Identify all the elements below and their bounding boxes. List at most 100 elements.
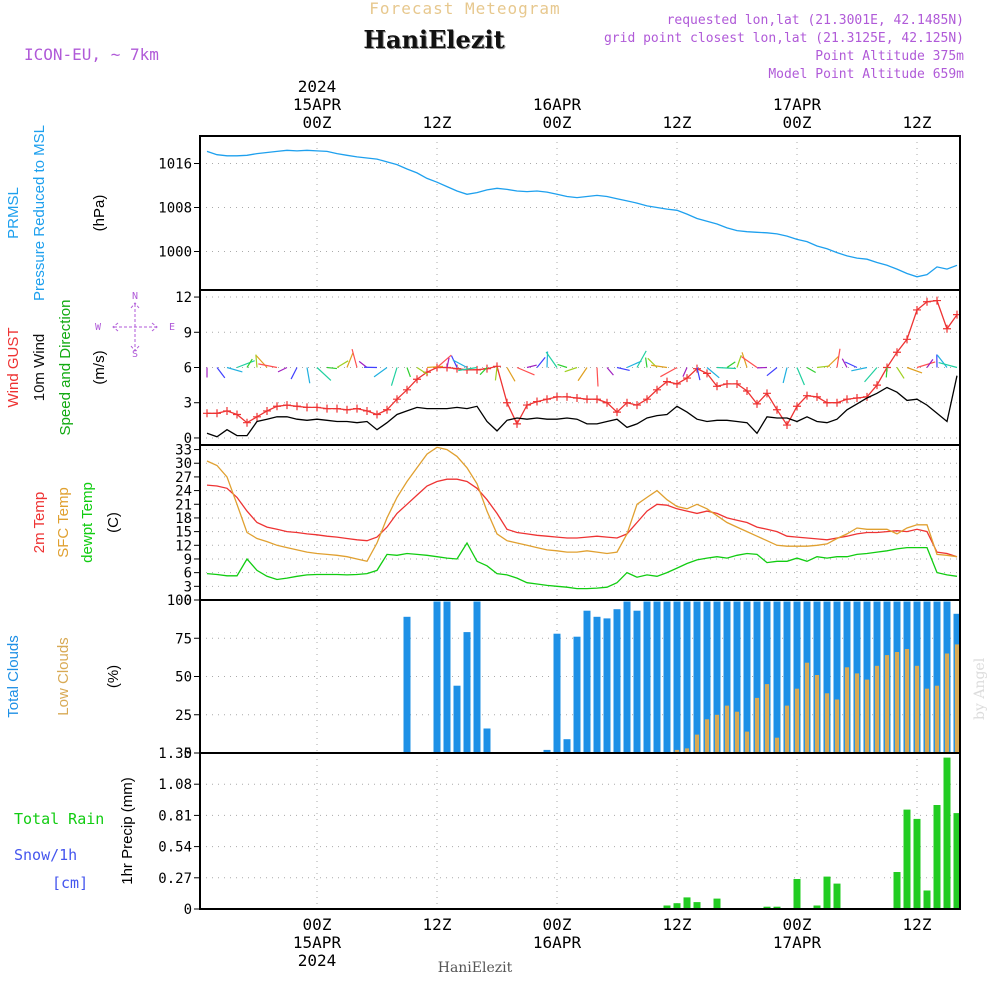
clouds-tick-label: 25 — [175, 708, 192, 724]
wind-series-line — [206, 375, 958, 438]
wind-gust-marker — [513, 419, 521, 428]
wind-gust-marker — [823, 398, 831, 407]
pressure-tick-label: 1016 — [158, 157, 192, 173]
wind-direction-arrow — [373, 367, 388, 378]
clouds-bar — [704, 719, 710, 753]
wind-gust-marker — [353, 404, 361, 413]
wind-direction-arrow — [536, 357, 546, 368]
precip-bar — [923, 890, 931, 909]
wind-gust-marker — [373, 410, 381, 419]
wind-gust-marker — [803, 391, 811, 400]
temperature-series-line — [206, 541, 958, 590]
time-label-bottom: 12Z — [663, 915, 692, 934]
wind-gust-marker — [603, 398, 611, 407]
wind-direction-arrow — [726, 361, 736, 368]
wind-direction-arrow — [346, 352, 354, 368]
temperature-tick-label: 3 — [184, 579, 192, 595]
wind-direction-arrow — [851, 366, 868, 372]
wind-gust-marker — [843, 395, 851, 404]
wind-direction-arrow — [741, 356, 758, 368]
time-label-bottom: 16APR — [533, 933, 582, 952]
wind-gust-marker — [753, 399, 761, 408]
wind-gust-marker — [383, 405, 391, 414]
clouds-bar — [433, 601, 441, 753]
time-label-bottom: 17APR — [773, 933, 822, 952]
wind-direction-arrow — [782, 367, 788, 384]
wind-direction-arrow — [426, 365, 444, 369]
clouds-bar — [653, 601, 661, 753]
footer-location: HaniElezit — [438, 960, 513, 976]
wind-gust-marker — [933, 296, 941, 305]
wind-direction-arrow — [557, 363, 568, 369]
clouds-axis-label: Low Clouds — [55, 637, 72, 715]
clouds-bar — [734, 711, 740, 753]
time-label-bottom: 12Z — [903, 915, 932, 934]
clouds-bar — [954, 644, 960, 753]
precip-bar — [663, 905, 671, 909]
precip-bar — [943, 757, 951, 909]
clouds-bar — [774, 737, 780, 753]
clouds-tick-label: 0 — [184, 746, 192, 762]
compass-north: N — [132, 291, 138, 302]
clouds-bar — [403, 616, 411, 753]
wind-gust-marker — [703, 369, 711, 378]
wind-direction-arrow — [660, 366, 678, 378]
clouds-bar — [724, 705, 730, 753]
wind-gust-marker — [813, 392, 821, 401]
clouds-bar — [473, 601, 481, 753]
clouds-bar — [573, 636, 581, 753]
wind-direction-arrow — [616, 366, 630, 372]
clouds-bar — [714, 714, 720, 754]
wind-gust-marker — [793, 402, 801, 411]
clouds-bar — [793, 601, 801, 753]
clouds-bar — [894, 652, 900, 753]
wind-direction-arrow — [506, 367, 516, 382]
clouds-bar — [733, 601, 741, 753]
wind-gust-marker — [393, 395, 401, 404]
pressure-series-line — [206, 149, 958, 278]
wind-direction-arrow — [844, 361, 858, 369]
wind-direction-arrow — [741, 352, 748, 368]
time-label-top: 16APR — [533, 95, 582, 114]
time-label-bottom: 2024 — [298, 951, 337, 970]
wind-direction-arrow — [450, 355, 458, 368]
wind-gust-marker — [853, 394, 861, 403]
wind-direction-arrow — [736, 355, 742, 368]
precip-axis-label: Snow/1h — [14, 846, 77, 864]
clouds-bar — [543, 749, 551, 753]
wind-gust-marker — [283, 401, 291, 410]
compass-rose-icon — [112, 302, 158, 352]
precip-bar — [903, 809, 911, 909]
wind-direction-arrow — [841, 358, 848, 368]
clouds-bar — [453, 685, 461, 753]
time-label-bottom: 00Z — [783, 915, 812, 934]
clouds-bar — [864, 679, 870, 753]
wind-direction-arrow — [606, 367, 614, 376]
wind-gust-marker — [943, 324, 951, 333]
clouds-bar — [854, 673, 860, 753]
clouds-bar — [683, 601, 691, 753]
clouds-bar — [914, 665, 920, 753]
wind-direction-arrow — [358, 360, 368, 368]
wind-gust-marker — [313, 403, 321, 412]
clouds-bar — [824, 693, 830, 753]
wind-tick-label: 0 — [184, 431, 192, 447]
wind-gust-marker — [413, 375, 421, 384]
clouds-bar — [934, 685, 940, 753]
chart-title: Forecast Meteogram — [369, 0, 560, 18]
precip-tick-label: 1.35 — [158, 746, 192, 762]
wind-unit-label: (m/s) — [91, 350, 108, 384]
clouds-bar — [713, 601, 721, 753]
wind-direction-arrow — [696, 367, 701, 381]
wind-direction-arrow — [416, 366, 429, 376]
clouds-bar — [924, 688, 930, 753]
wind-direction-arrow — [645, 357, 648, 368]
wind-direction-arrow — [255, 354, 258, 368]
clouds-bar — [673, 601, 681, 753]
precip-unit-label: 1hr Precip (mm) — [119, 777, 136, 885]
wind-direction-arrow — [577, 367, 588, 382]
wind-gust-marker — [533, 397, 541, 406]
wind-direction-arrow — [564, 366, 578, 373]
clouds-bar — [583, 610, 591, 753]
clouds-bar — [753, 601, 761, 753]
